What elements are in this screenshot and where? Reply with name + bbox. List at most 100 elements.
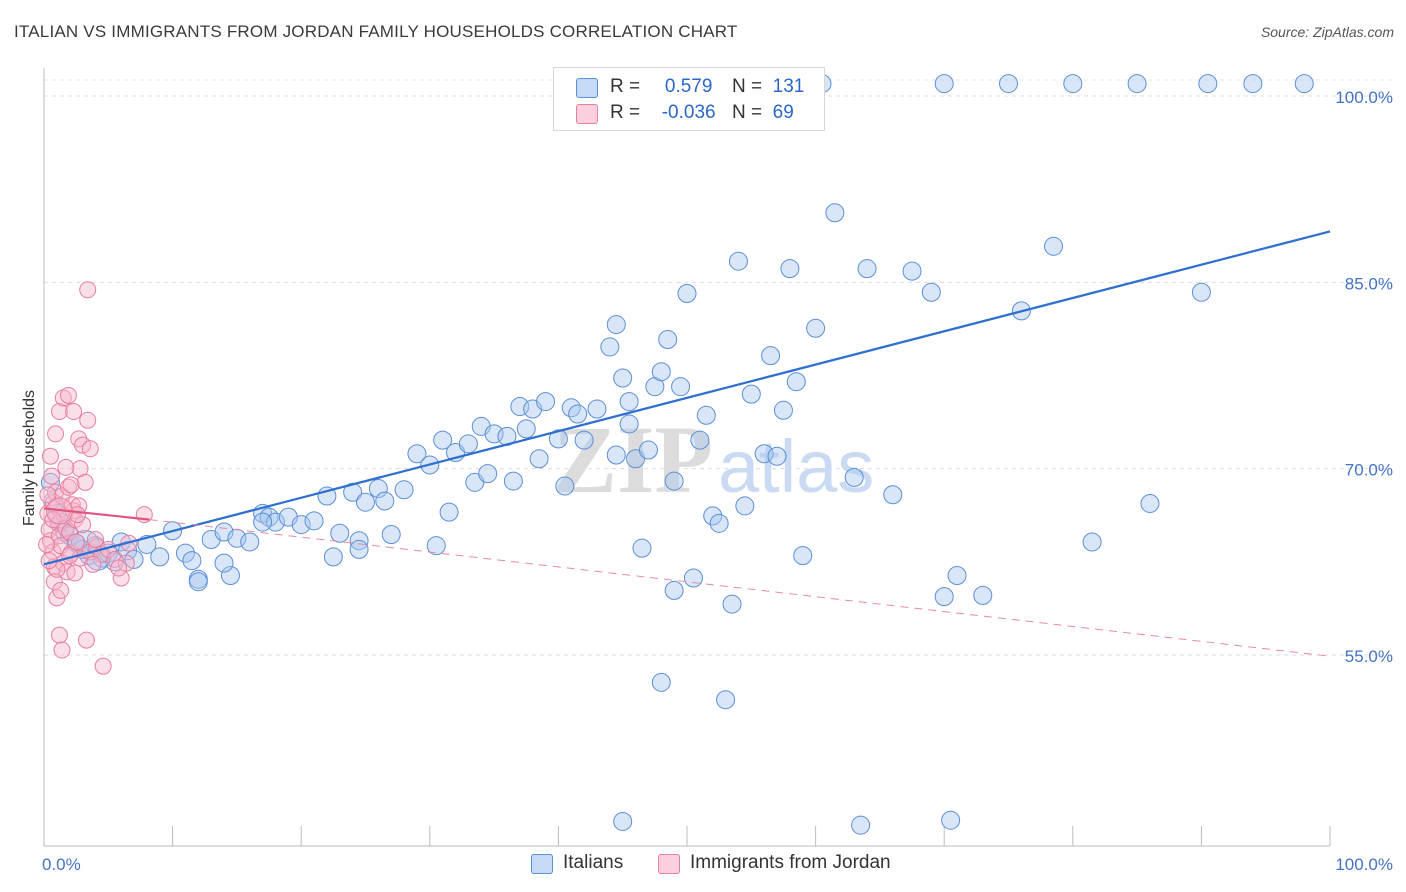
italians-point [1191,282,1211,302]
chart-title: ITALIAN VS IMMIGRANTS FROM JORDAN FAMILY… [14,22,738,41]
jordan-point [59,478,77,496]
jordan-point [77,631,95,649]
jordan-point [65,403,83,421]
italians-point [677,284,697,304]
italians-point [632,538,652,558]
italians-point [587,399,607,419]
italians-point [722,594,742,614]
italians-point [921,282,941,302]
italians-point [1082,532,1102,552]
italians-point [786,372,806,392]
italians-point [1140,493,1160,513]
italians-point [606,445,626,465]
jordan-point [84,555,102,573]
jordan-point [38,535,56,553]
jordan-point [67,533,85,551]
italians-point [735,496,755,516]
bottom-legend-swatch-italians [531,854,553,874]
y-tick-label: 85.0% [1345,274,1393,293]
legend-swatch-italians [576,78,598,98]
italians-point [902,261,922,281]
jordan-point [66,564,84,582]
italians-point [767,446,787,466]
jordan-point [79,411,97,429]
jordan-point [47,425,65,443]
watermark: ZIP atlas [553,406,874,513]
jordan-point [59,386,77,404]
legend-r-label: R = [610,102,641,123]
jordan-point [94,657,112,675]
jordan-point [74,436,92,454]
jordan-point [110,559,128,577]
italians-point [638,440,658,460]
jordan-point [52,581,70,599]
italians-point [806,318,826,338]
italians-point [934,587,954,607]
italians-point [536,392,556,412]
italians-point [240,532,260,552]
jordan-point [50,626,68,644]
italians-point [555,476,575,496]
italians-point [568,404,588,424]
legend-r-value: 0.579 [664,76,713,97]
italians-point [793,546,813,566]
y-axis-label: Family Households [21,390,38,526]
source-label: Source: ZipAtlas.com [1260,24,1394,40]
italians-point [1044,236,1064,256]
italians-point [664,471,684,491]
watermark-atlas: atlas [718,425,874,508]
italians-point [439,502,459,522]
italians-point [658,329,678,349]
italians-point [150,547,170,567]
italians-point [291,515,311,535]
italians-point [606,315,626,335]
legend-n-label: N = [731,102,763,123]
italians-point [613,368,633,388]
italians-point [728,251,748,271]
italians-point [851,815,871,835]
italians-point [407,444,427,464]
jordan-point [45,573,63,591]
italians-point [304,511,324,531]
italians-point [780,259,800,279]
series-italians [40,74,1314,835]
italians-point [394,480,414,500]
jordan-point [135,506,153,524]
italians-point [671,377,691,397]
italians-point [548,429,568,449]
jordan-point [76,473,94,491]
italians-point [883,485,903,505]
trend-lines [43,230,1331,657]
italians-point [999,74,1018,94]
italians-point [613,811,633,831]
x-tick-label: 0.0% [42,855,81,874]
jordan-point [50,403,68,421]
italians-point [220,565,240,585]
italians-point [664,580,684,600]
legend-n-label: N = [731,76,763,97]
italians-point [761,346,781,366]
italians-point [433,430,453,450]
italians-point [1294,74,1314,94]
italians-point [973,585,993,605]
legend-n-value: 131 [772,76,805,97]
legend-r-label: R = [610,76,641,97]
italians-point [381,525,401,545]
italians-point [188,572,208,592]
italians-point [741,384,761,404]
axis-labels: 100.0% 85.0% 70.0% 55.0% 0.0% 100.0% Family Ho… [21,88,1393,874]
legend-r-value: -0.036 [661,102,716,123]
italians-point [651,672,671,692]
jordan-point [74,516,92,534]
y-tick-label: 70.0% [1345,461,1393,480]
italians-point [947,565,967,585]
jordan-point [53,641,71,659]
italians-point [503,471,523,491]
italians-point [844,467,864,487]
jordan-point [39,486,57,504]
italians-point [934,74,954,94]
jordan-point [62,476,80,494]
axes [43,68,1331,847]
jordan-point [79,281,97,299]
italians-point [1063,74,1083,94]
